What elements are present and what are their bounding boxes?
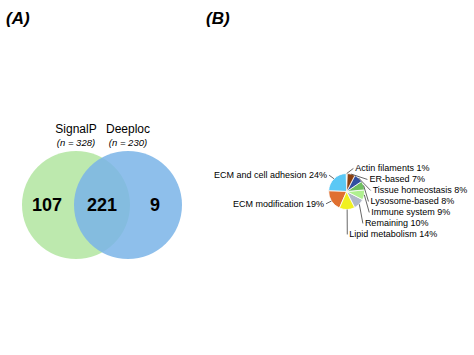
- venn-count: 107: [32, 195, 62, 215]
- slice-label: ECM modification 19%: [233, 199, 324, 209]
- pie-slice: [347, 174, 355, 192]
- slice-label: Remaining 10%: [365, 218, 429, 228]
- leader-line: [347, 168, 354, 173]
- slice-label: Lysosome-based 8%: [370, 196, 454, 206]
- venn-count: 9: [150, 195, 160, 215]
- leader-line: [326, 201, 331, 204]
- leader-line: [351, 174, 367, 179]
- panel-title: (A): [6, 9, 30, 28]
- pie-labels: Actin filaments 1% ECM and cell adhesion …: [214, 163, 467, 239]
- panel-title: (B): [206, 9, 230, 28]
- venn-count: 221: [87, 195, 117, 215]
- pie-slice: [329, 174, 347, 192]
- set-size-label: (n = 328): [57, 137, 95, 148]
- set-label: Deeploc: [106, 122, 150, 136]
- slice-label: Tissue homeostasis 8%: [373, 185, 468, 195]
- slice-label: Lipid metabolism 14%: [349, 229, 437, 239]
- slice-label: Actin filaments 1%: [355, 163, 429, 173]
- slice-label: Immune system 9%: [371, 207, 450, 217]
- chart-canvas: SignalP(n = 328) Deeploc(n = 230) 107 221 9 (…: [0, 0, 474, 355]
- venn-circle: [74, 151, 182, 259]
- set-label: SignalP: [55, 122, 96, 136]
- slice-label: ECM and cell adhesion 24%: [214, 170, 327, 180]
- venn-sets: [22, 151, 182, 259]
- slice-label: ER-based 7%: [369, 174, 425, 184]
- set-size-label: (n = 230): [109, 137, 147, 148]
- leader-line: [364, 195, 369, 213]
- leader-line: [329, 175, 334, 179]
- leader-line: [359, 204, 363, 223]
- leader-line: [347, 209, 348, 234]
